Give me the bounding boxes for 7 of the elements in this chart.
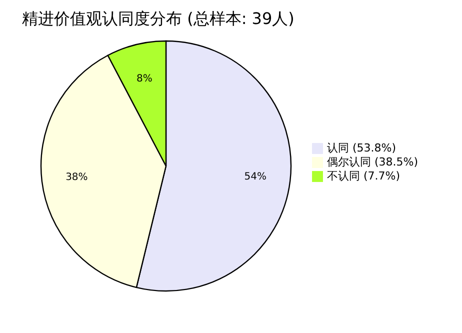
chart-title: 精进价值观认同度分布 (总样本: 39人) <box>22 9 294 28</box>
data-label: 54% <box>244 172 266 183</box>
legend-label: 不认同 (7.7%) <box>327 170 400 182</box>
legend-label: 偶尔认同 (38.5%) <box>327 156 418 168</box>
data-label: 8% <box>136 74 152 85</box>
legend-label: 认同 (53.8%) <box>327 142 396 154</box>
data-label: 38% <box>66 172 88 183</box>
